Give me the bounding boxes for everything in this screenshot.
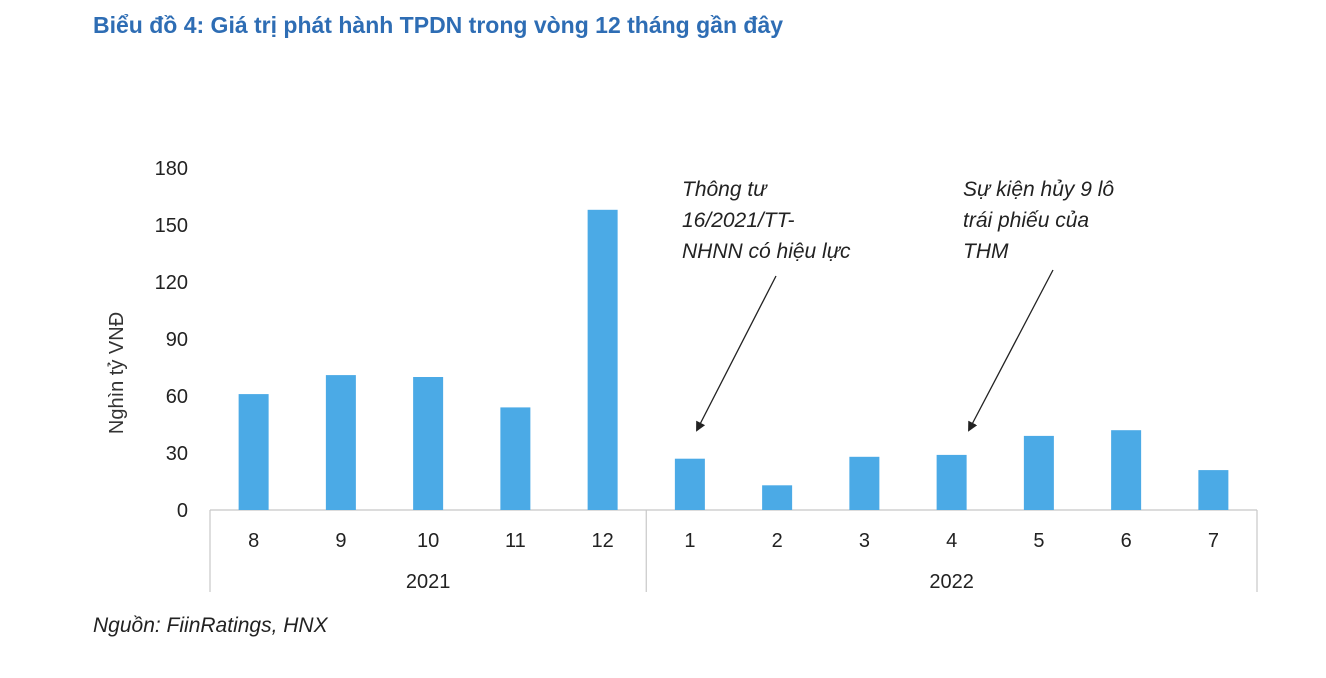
bar: [238, 394, 269, 510]
x-tick-label: 3: [859, 530, 870, 552]
x-tick-label: 9: [335, 530, 346, 552]
y-axis-label: Nghìn tỷ VNĐ: [106, 312, 128, 434]
bar: [500, 407, 531, 510]
x-tick-label: 6: [1121, 530, 1132, 552]
bar: [325, 375, 356, 510]
x-tick-label: 7: [1208, 530, 1219, 552]
bar: [413, 377, 444, 510]
bar: [1023, 435, 1054, 510]
annotation-text: Thông tư 16/2021/TT-NHNN có hiệu lực: [682, 178, 851, 263]
source-note: Nguồn: FiinRatings, HNX: [93, 614, 328, 637]
x-tick-label: 12: [592, 530, 614, 552]
y-tick-label: 0: [177, 500, 188, 522]
x-tick-label: 8: [248, 530, 259, 552]
bar: [674, 458, 705, 510]
bar: [1198, 470, 1229, 510]
x-group-label: 2022: [929, 571, 974, 593]
x-tick-label: 10: [417, 530, 439, 552]
x-group-label: 2021: [406, 571, 451, 593]
x-tick-label: 4: [946, 530, 957, 552]
y-tick-label: 150: [155, 215, 188, 237]
chart-title: Biểu đồ 4: Giá trị phát hành TPDN trong …: [93, 12, 784, 38]
bar: [849, 456, 880, 510]
annotation-text: Sự kiện hủy 9 lô trái phiếu của THM: [963, 178, 1114, 263]
y-tick-label: 180: [155, 158, 188, 180]
x-tick-label: 1: [684, 530, 695, 552]
x-tick-label: 5: [1033, 530, 1044, 552]
y-tick-label: 30: [166, 443, 188, 465]
x-tick-label: 11: [505, 530, 526, 552]
annotation-arrow: [696, 275, 777, 432]
y-tick-label: 90: [166, 329, 188, 351]
x-tick-label: 2: [772, 530, 783, 552]
y-tick-label: 120: [155, 272, 188, 294]
bar: [762, 485, 793, 510]
annotation-arrow: [968, 269, 1054, 432]
y-tick-label: 60: [166, 386, 188, 408]
bar: [1111, 430, 1142, 510]
bar: [587, 209, 618, 511]
bar: [936, 454, 967, 510]
